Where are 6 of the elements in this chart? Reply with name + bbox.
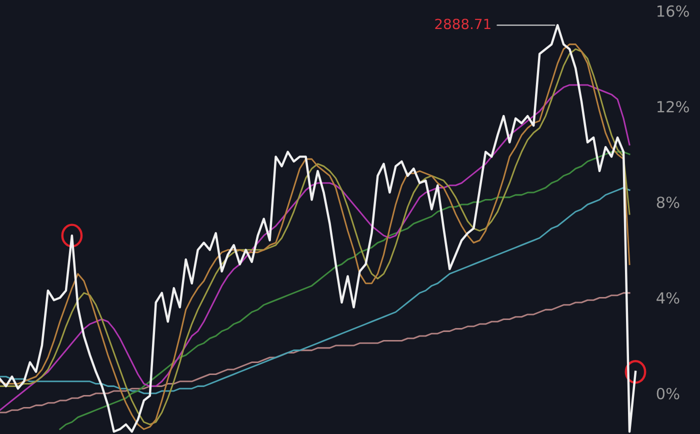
y-tick-label: 4% — [656, 292, 680, 304]
y-tick-label: 0% — [656, 388, 680, 400]
y-tick-label: 12% — [658, 100, 689, 112]
y-tick-label: 16% — [658, 5, 689, 17]
y-tick-label: 8% — [656, 196, 680, 208]
annotation: 2888.71 — [435, 18, 490, 30]
